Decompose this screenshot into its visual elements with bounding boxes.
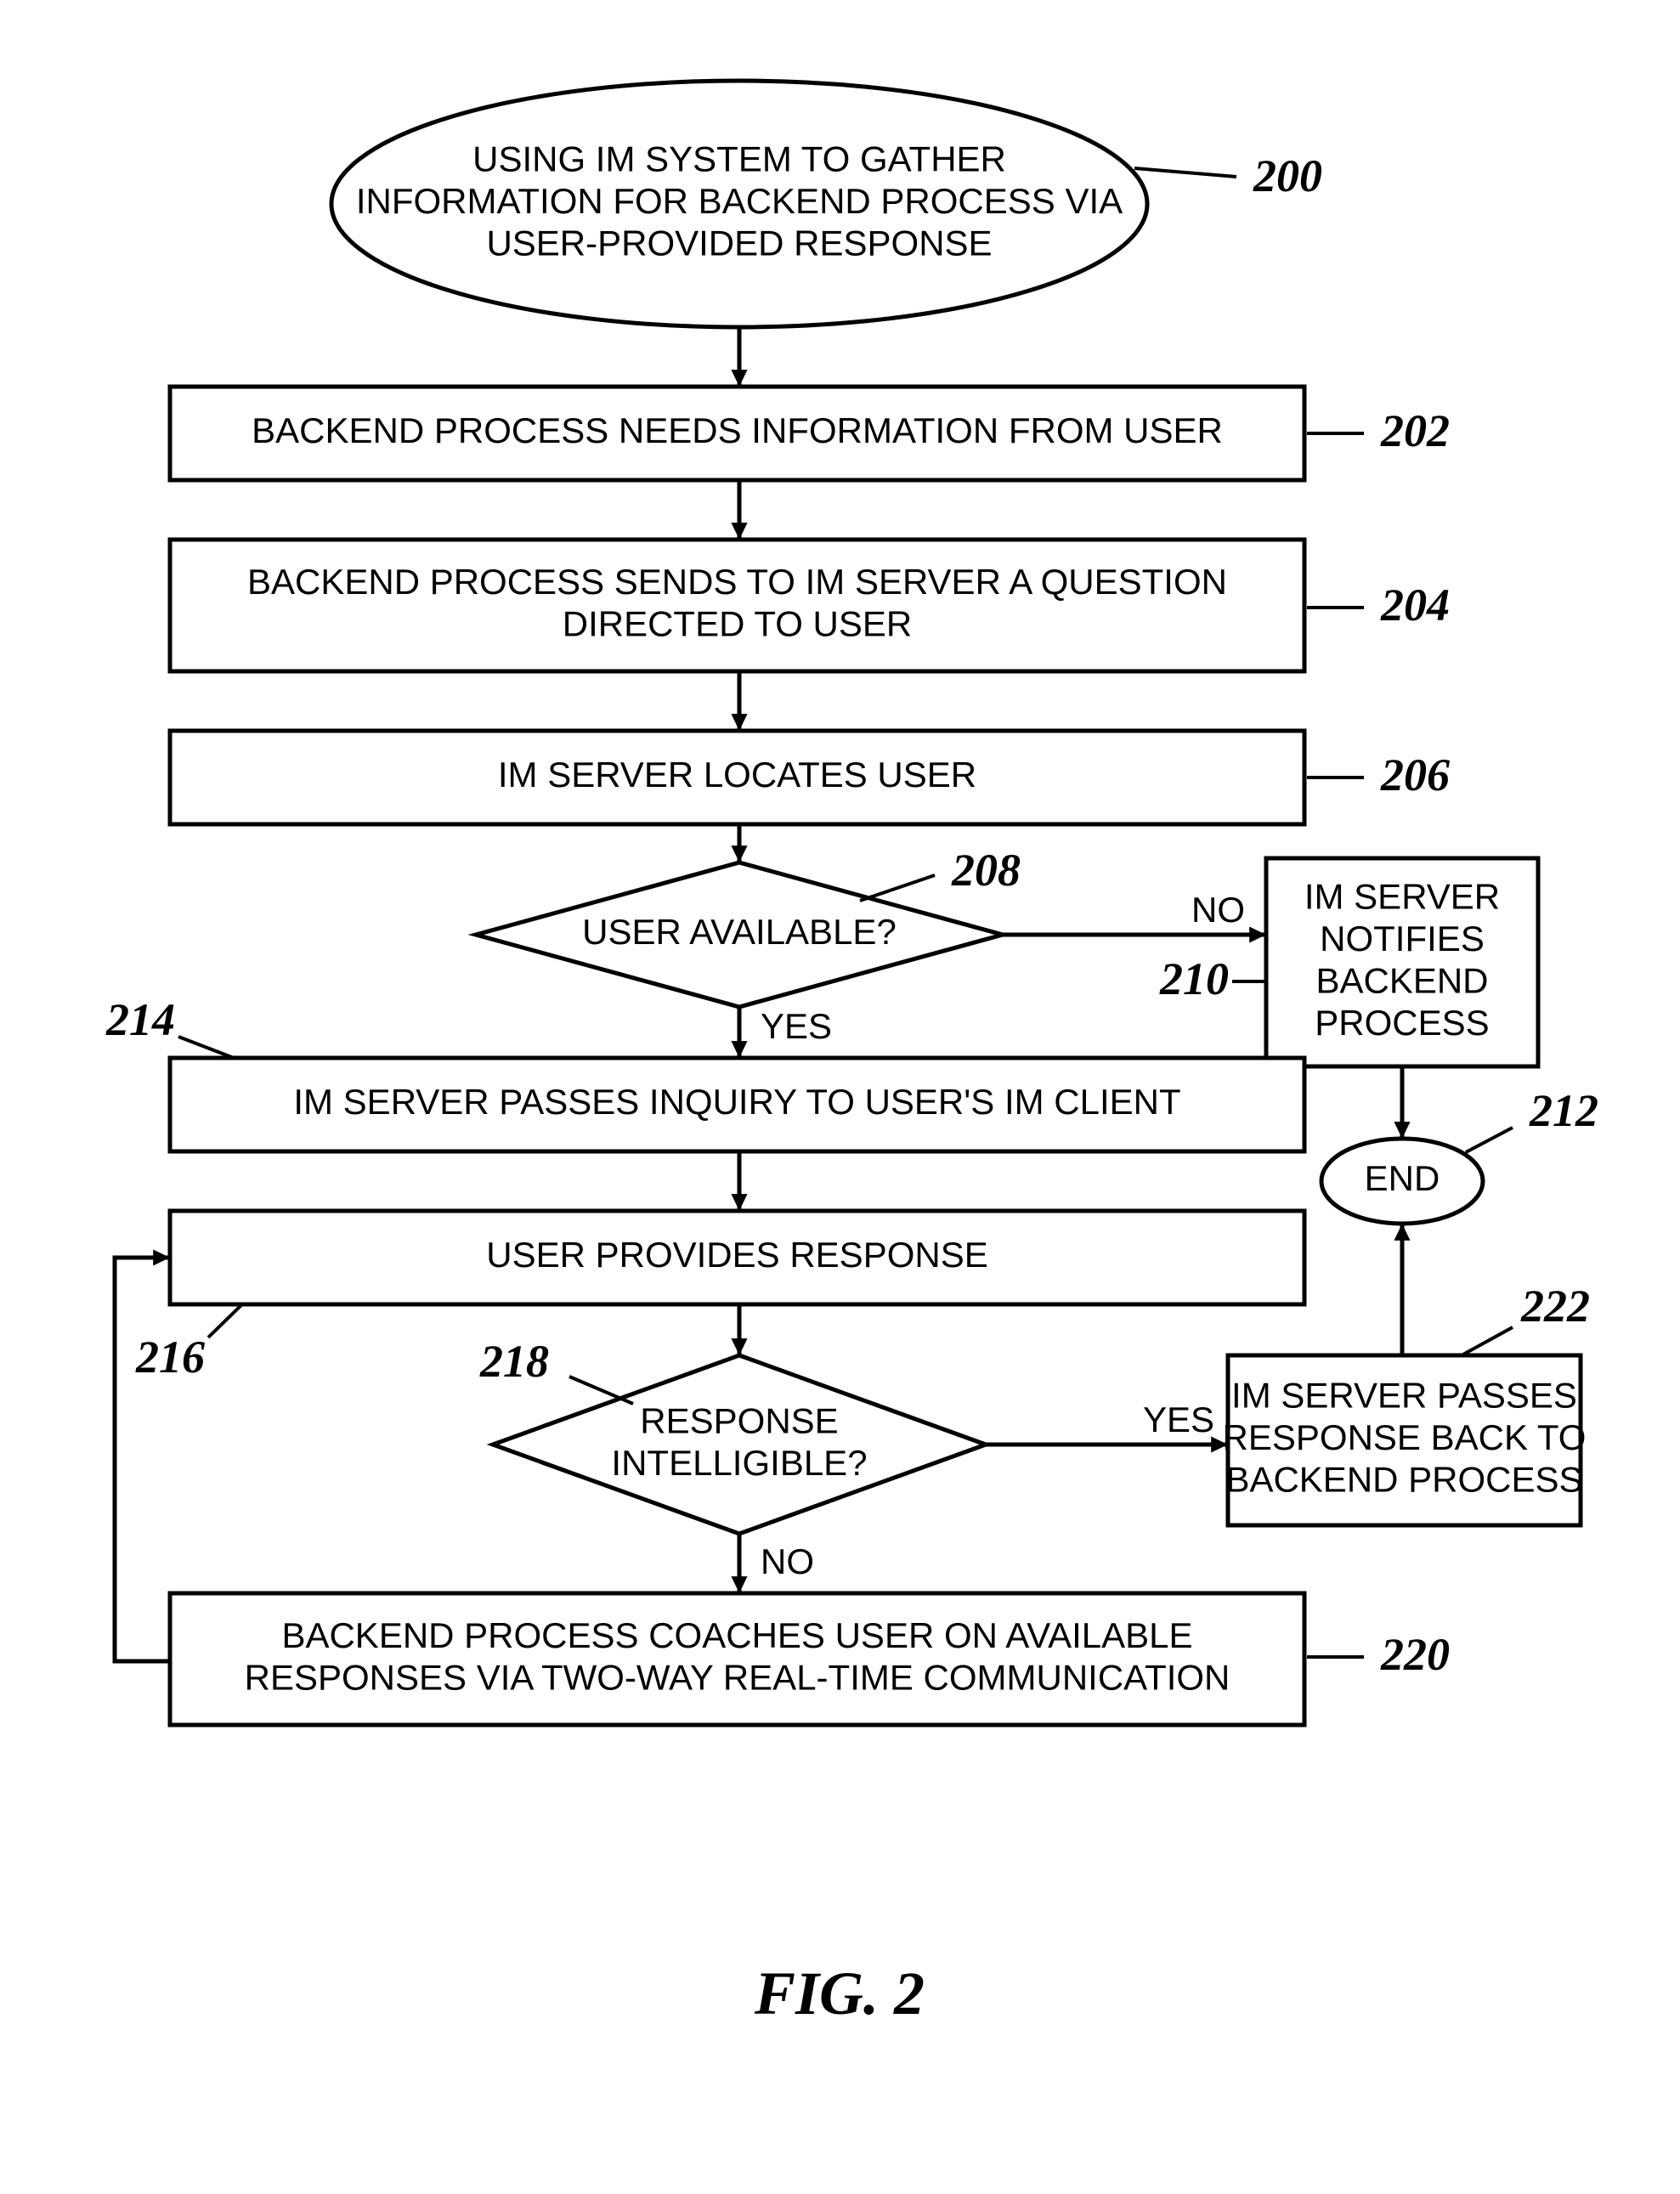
ref-pointer-n222: [1462, 1327, 1513, 1355]
node-n214-text-line-0: IM SERVER PASSES INQUIRY TO USER'S IM CL…: [293, 1082, 1180, 1122]
ref-label-n220: 220: [1380, 1629, 1450, 1680]
branch-no-n218: NO: [761, 1541, 814, 1581]
node-n216: USER PROVIDES RESPONSE: [170, 1211, 1304, 1304]
node-n212-text-line-0: END: [1365, 1158, 1440, 1198]
node-n204-text-line-0: BACKEND PROCESS SENDS TO IM SERVER A QUE…: [247, 562, 1227, 602]
node-n216-text-line-0: USER PROVIDES RESPONSE: [486, 1235, 987, 1275]
node-n202: BACKEND PROCESS NEEDS INFORMATION FROM U…: [170, 387, 1304, 480]
node-n210: IM SERVERNOTIFIESBACKENDPROCESS: [1266, 858, 1538, 1066]
ref-label-n204: 204: [1380, 580, 1450, 630]
node-n206: IM SERVER LOCATES USER: [170, 731, 1304, 824]
node-n220-text-line-0: BACKEND PROCESS COACHES USER ON AVAILABL…: [281, 1615, 1192, 1655]
figure-label: FIG. 2: [754, 1959, 925, 2027]
node-n220: BACKEND PROCESS COACHES USER ON AVAILABL…: [170, 1593, 1304, 1725]
node-n204-text-line-1: DIRECTED TO USER: [563, 603, 913, 643]
ref-label-n210: 210: [1159, 953, 1229, 1004]
node-n208: USER AVAILABLE?: [476, 862, 1003, 1007]
edge-arrow-11: [1394, 1224, 1410, 1241]
node-n206-text-line-0: IM SERVER LOCATES USER: [498, 755, 976, 794]
ref-label-n206: 206: [1380, 749, 1450, 800]
ref-pointer-n216: [208, 1304, 242, 1337]
flowchart-diagram: USING IM SYSTEM TO GATHERINFORMATION FOR…: [0, 0, 1680, 2194]
edge-arrow-6: [1394, 1122, 1410, 1139]
node-n210-text-line-2: BACKEND: [1315, 960, 1488, 1000]
node-n212: END: [1321, 1139, 1483, 1224]
ref-label-n212: 212: [1529, 1085, 1598, 1136]
ref-pointer-n212: [1466, 1128, 1513, 1152]
edge-arrow-1: [731, 523, 747, 540]
ref-label-n216: 216: [135, 1332, 205, 1383]
node-n204: BACKEND PROCESS SENDS TO IM SERVER A QUE…: [170, 540, 1304, 671]
ref-label-n202: 202: [1380, 405, 1450, 456]
node-n214: IM SERVER PASSES INQUIRY TO USER'S IM CL…: [170, 1058, 1304, 1151]
ref-pointer-n208: [860, 875, 935, 901]
branch-yes-n218: YES: [1143, 1400, 1214, 1439]
edge-12-n220-n216: [115, 1258, 170, 1661]
node-n200: USING IM SYSTEM TO GATHERINFORMATION FOR…: [331, 81, 1147, 327]
ref-pointer-n214: [178, 1037, 234, 1058]
node-n208-text-line-0: USER AVAILABLE?: [582, 912, 897, 952]
node-n210-text-line-1: NOTIFIES: [1320, 919, 1485, 958]
ref-label-n208: 208: [951, 845, 1021, 896]
node-n222-text-line-2: BACKEND PROCESS: [1225, 1460, 1582, 1500]
edge-arrow-4: [731, 1041, 747, 1058]
edge-arrow-0: [731, 370, 747, 387]
branch-yes-n208: YES: [761, 1006, 832, 1046]
edge-arrow-10: [731, 1576, 747, 1593]
node-n220-text-line-1: RESPONSES VIA TWO-WAY REAL-TIME COMMUNIC…: [245, 1657, 1230, 1697]
edge-arrow-8: [731, 1338, 747, 1355]
node-n202-text-line-0: BACKEND PROCESS NEEDS INFORMATION FROM U…: [252, 410, 1223, 450]
ref-label-n222: 222: [1520, 1281, 1590, 1332]
node-n218-text-line-0: RESPONSE: [640, 1400, 838, 1440]
ref-label-n218: 218: [479, 1336, 549, 1387]
node-n222-text-line-0: IM SERVER PASSES: [1231, 1376, 1577, 1416]
ref-label-n214: 214: [105, 994, 175, 1045]
node-n218: RESPONSEINTELLIGIBLE?: [493, 1355, 986, 1534]
node-n218-text-line-1: INTELLIGIBLE?: [611, 1443, 867, 1483]
branch-no-n208: NO: [1191, 890, 1245, 930]
edge-arrow-7: [731, 1194, 747, 1211]
edge-arrow-12: [153, 1249, 170, 1265]
node-n222-text-line-1: RESPONSE BACK TO: [1223, 1417, 1587, 1457]
edge-arrow-2: [731, 714, 747, 731]
node-n222: IM SERVER PASSESRESPONSE BACK TOBACKEND …: [1223, 1355, 1587, 1525]
ref-label-n200: 200: [1253, 150, 1322, 201]
node-n200-text-line-1: INFORMATION FOR BACKEND PROCESS VIA: [356, 181, 1123, 221]
edge-arrow-5: [1249, 926, 1266, 942]
edge-arrow-3: [731, 845, 747, 862]
node-n210-text-line-0: IM SERVER: [1304, 876, 1500, 916]
ref-pointer-n200: [1134, 168, 1236, 177]
node-n210-text-line-3: PROCESS: [1315, 1003, 1489, 1043]
ref-pointer-n218: [569, 1377, 633, 1404]
node-n200-text-line-2: USER-PROVIDED RESPONSE: [486, 223, 992, 263]
node-n200-text-line-0: USING IM SYSTEM TO GATHER: [472, 139, 1006, 179]
